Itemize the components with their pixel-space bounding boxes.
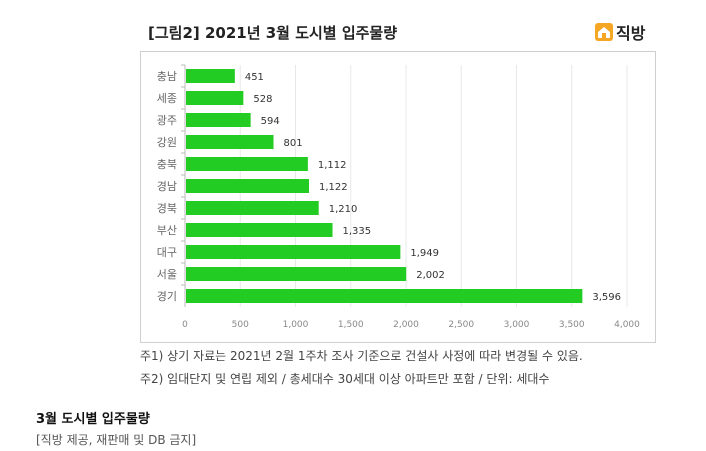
data-label: 594 bbox=[261, 116, 280, 127]
data-label: 1,112 bbox=[318, 160, 347, 171]
data-label: 2,002 bbox=[416, 270, 445, 281]
data-label: 528 bbox=[253, 94, 272, 105]
category-label: 부산 bbox=[157, 224, 177, 237]
bar bbox=[186, 267, 407, 281]
data-label: 3,596 bbox=[592, 292, 621, 303]
category-label: 서울 bbox=[157, 268, 177, 281]
bar bbox=[186, 245, 401, 259]
chart-title: [그림2] 2021년 3월 도시별 입주물량 bbox=[148, 24, 398, 42]
category-label: 광주 bbox=[157, 114, 177, 127]
chart-frame: 0 500 1,000 1,500 2,000 2,500 3,000 3,500 4,000 충… bbox=[140, 51, 656, 343]
credit-line: [직방 제공, 재판매 및 DB 금지] bbox=[36, 433, 197, 447]
x-tick-label: 4,000 bbox=[614, 320, 640, 330]
x-tick-label: 2,000 bbox=[393, 320, 419, 330]
bar bbox=[186, 135, 274, 149]
footnote-1: 주1) 상기 자료는 2021년 2월 1주차 조사 기준으로 건설사 사정에 … bbox=[140, 349, 583, 363]
x-tick-label: 0 bbox=[182, 320, 188, 330]
bar bbox=[186, 179, 309, 193]
category-label: 충남 bbox=[157, 70, 177, 83]
data-label: 1,210 bbox=[329, 204, 358, 215]
category-label: 충북 bbox=[157, 158, 177, 171]
category-label: 대구 bbox=[157, 246, 177, 259]
bar bbox=[186, 157, 308, 171]
bar bbox=[186, 91, 244, 105]
bar bbox=[186, 289, 583, 303]
x-tick-label: 2,500 bbox=[448, 320, 474, 330]
x-tick-label: 500 bbox=[232, 320, 249, 330]
bar bbox=[186, 223, 333, 237]
x-tick-label: 1,000 bbox=[283, 320, 309, 330]
data-label: 451 bbox=[245, 72, 264, 83]
data-label: 1,122 bbox=[319, 182, 348, 193]
category-label: 강원 bbox=[157, 136, 177, 149]
bar-chart: 0 500 1,000 1,500 2,000 2,500 3,000 3,500 4,000 충… bbox=[157, 64, 640, 330]
brand-name: 직방 bbox=[616, 24, 646, 43]
category-label: 경기 bbox=[157, 290, 177, 303]
data-label: 801 bbox=[284, 138, 303, 149]
data-label: 1,949 bbox=[410, 248, 439, 259]
bar bbox=[186, 201, 319, 215]
x-tick-label: 3,500 bbox=[559, 320, 585, 330]
footnote-2: 주2) 임대단지 및 연립 제외 / 총세대수 30세대 이상 아파트만 포함 … bbox=[140, 372, 550, 386]
category-label: 경남 bbox=[157, 180, 177, 193]
bar bbox=[186, 69, 235, 83]
data-label: 1,335 bbox=[343, 226, 372, 237]
brand-logo: 직방 bbox=[595, 20, 645, 44]
category-label: 경북 bbox=[157, 202, 177, 215]
bar bbox=[186, 113, 251, 127]
figure-caption: 3월 도시별 입주물량 bbox=[36, 412, 150, 427]
category-label: 세종 bbox=[157, 92, 177, 105]
x-tick-label: 1,500 bbox=[338, 320, 364, 330]
house-icon bbox=[595, 23, 613, 41]
x-tick-label: 3,000 bbox=[504, 320, 530, 330]
